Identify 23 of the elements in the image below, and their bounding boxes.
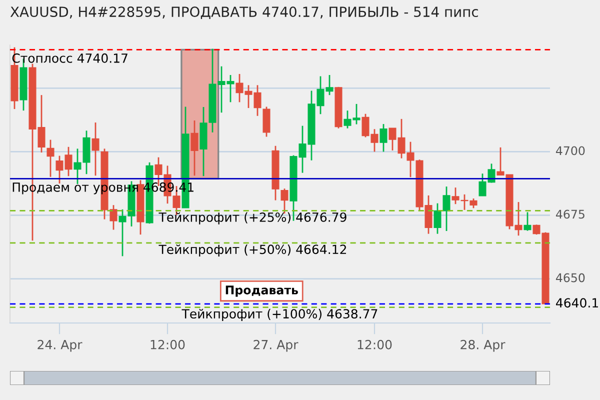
candlestick — [92, 122, 100, 176]
chart-title: XAUUSD, H4#228595, ПРОДАВАТЬ 4740.17, ПРИБЫЛЬ - 514 пипс — [10, 6, 478, 20]
ref-line-label: Тейкпрофит (+100%) 4638.77 — [182, 308, 378, 321]
x-tick-label: 28. Apr — [460, 340, 506, 352]
candlestick — [380, 123, 388, 152]
candlestick — [262, 106, 270, 138]
candlestick — [190, 120, 198, 176]
y-tick-label: 4650 — [556, 273, 585, 282]
x-tick-label: 24. Apr — [38, 340, 82, 352]
annotation: Продавать — [226, 286, 298, 297]
candlestick — [74, 148, 82, 185]
x-tick-label: 27. Apr — [254, 340, 298, 352]
ref-line-label: Тейкпрофит (+25%) 4676.79 — [158, 212, 346, 224]
y-tick-label: 4675 — [556, 210, 584, 219]
candlestick — [524, 212, 532, 232]
x-tick-label: 12:00 — [358, 340, 392, 350]
candlestick — [442, 186, 450, 232]
candlestick — [46, 139, 54, 178]
candlestick — [434, 202, 442, 234]
ref-line-label: 4640.1 — [556, 298, 598, 308]
y-tick-label: 4700 — [556, 146, 585, 156]
x-tick-label: 12:00 — [150, 340, 185, 350]
ref-line-label: Тейкпрофит (+50%) 4664.12 — [158, 244, 346, 257]
